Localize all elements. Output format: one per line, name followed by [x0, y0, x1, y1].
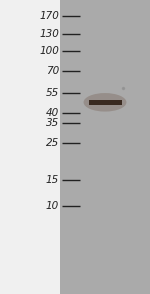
Bar [88, 100, 122, 105]
Text: 100: 100 [39, 46, 59, 56]
Text: 55: 55 [46, 88, 59, 98]
Text: 170: 170 [39, 11, 59, 21]
Ellipse shape [84, 93, 126, 111]
Bar [60, 0, 150, 294]
Text: 70: 70 [46, 66, 59, 76]
Text: 130: 130 [39, 29, 59, 39]
Text: 35: 35 [46, 118, 59, 128]
Text: 15: 15 [46, 175, 59, 185]
Text: 10: 10 [46, 201, 59, 211]
Text: 25: 25 [46, 138, 59, 148]
Text: 40: 40 [46, 108, 59, 118]
